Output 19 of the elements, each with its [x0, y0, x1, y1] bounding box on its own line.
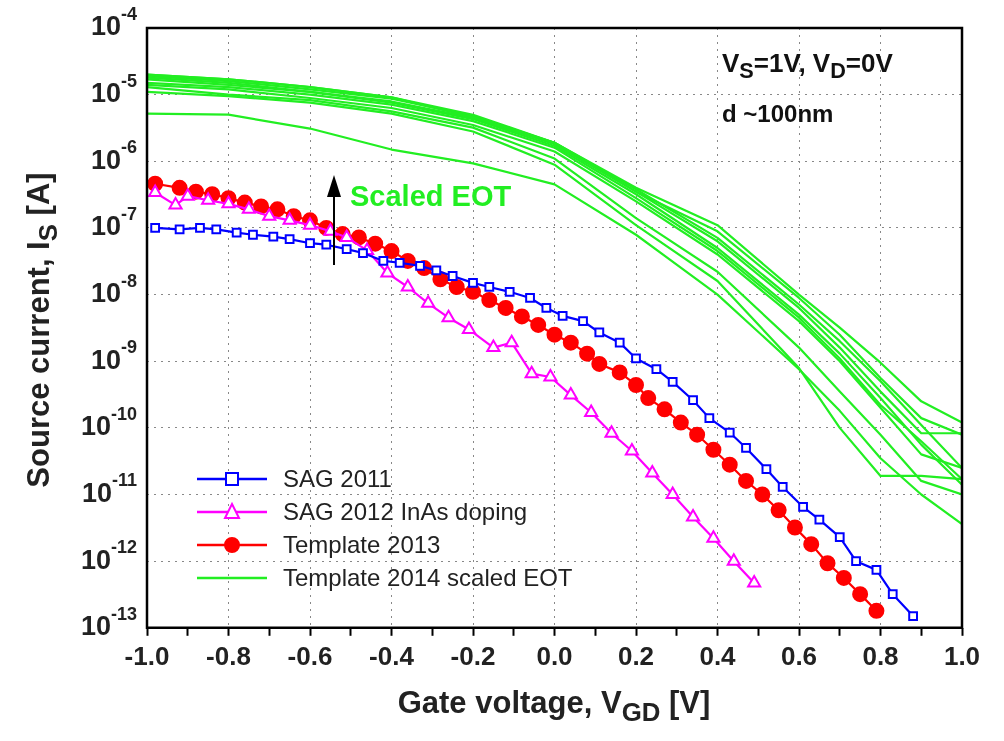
annotation: d ~100nm — [722, 100, 834, 128]
x-tick-label: 0.4 — [699, 640, 737, 671]
annotation: V$_{S}$=1V, V$_{D}$=0V — [722, 48, 893, 85]
legend-label: Template 2014 scaled EOT — [283, 564, 573, 593]
x-tick-label: 0.8 — [862, 640, 899, 671]
legend-label: SAG 2011 — [283, 465, 392, 494]
legend-label: Template 2013 — [283, 531, 441, 560]
annotation: Scaled EOT — [350, 180, 512, 213]
x-tick-label: 0.0 — [536, 640, 573, 671]
x-axis-title: Gate voltage, V$_{GD}$ [V] — [397, 685, 711, 727]
x-tick-label: -0.4 — [369, 640, 415, 671]
x-tick-label: -0.8 — [206, 640, 251, 671]
x-tick-label: 0.6 — [780, 640, 818, 671]
x-tick-label: 1.0 — [943, 640, 981, 671]
x-tick-label: 0.2 — [617, 640, 655, 671]
x-tick-label: -0.6 — [287, 640, 333, 671]
x-tick-label: -0.2 — [450, 640, 496, 671]
x-tick-label: -1.0 — [124, 640, 170, 671]
legend-label: SAG 2012 InAs doping — [283, 498, 528, 527]
